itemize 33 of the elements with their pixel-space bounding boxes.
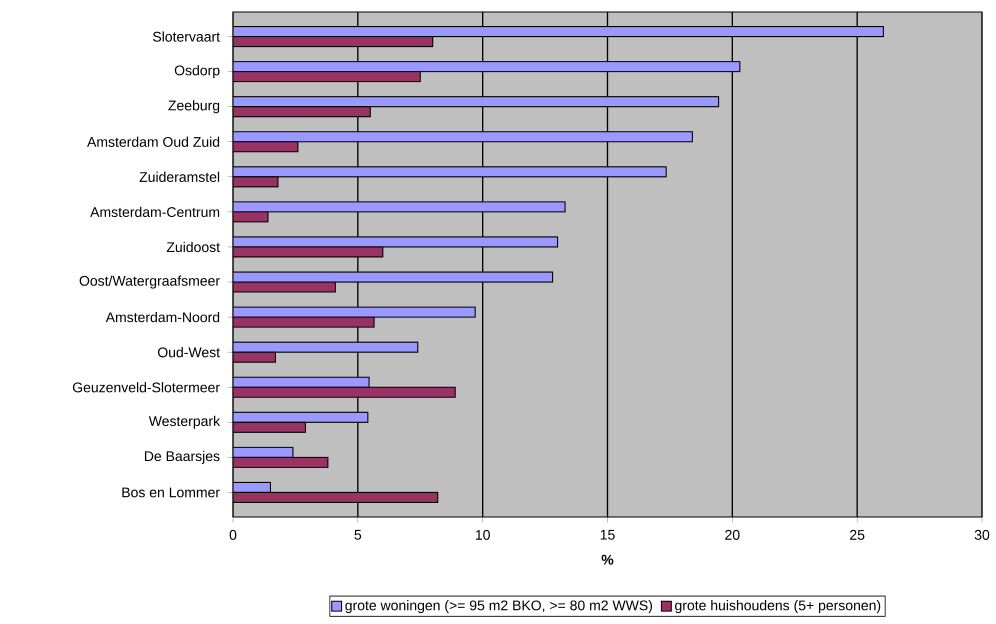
y-tick-label: Amsterdam Oud Zuid [87, 136, 220, 147]
y-tick-label: Zuideramstel [140, 172, 220, 182]
y-tick-label: Zeeburg [168, 100, 220, 114]
y-tick-label: De Baarsjes [144, 450, 220, 464]
bar [233, 201, 566, 212]
y-tick-label: Geuzenveld-Slotermeer [72, 382, 220, 392]
y-tick-label: Osdorp [174, 65, 220, 78]
y-tick-label: Slotervaart [153, 31, 220, 42]
y-tick-label: Oost/Watergraafsmeer [80, 276, 220, 289]
x-tick-label: 0 [230, 530, 236, 540]
y-tick-label: Oud-West [158, 347, 220, 358]
x-tick-label: 10 [476, 530, 490, 540]
y-tick-label: Westerpark [148, 416, 220, 429]
y-tick-label: Zuidoost [166, 242, 220, 252]
bar [233, 61, 740, 72]
bar [233, 306, 476, 318]
legend-label: grote huishoudens (5+ personen) [675, 600, 880, 614]
x-tick-label: 15 [600, 530, 615, 540]
bar [233, 166, 667, 178]
x-axis-title: % [602, 554, 614, 565]
y-tick-label: Amsterdam-Centrum [90, 206, 220, 218]
bar [233, 26, 884, 38]
legend-label: grote woningen (>= 95 m2 BKO, >= 80 m2 WWS) [345, 600, 652, 614]
y-tick-label: Amsterdam-Noord [106, 312, 220, 322]
bar [233, 96, 720, 108]
bar [233, 271, 554, 283]
x-tick-label: 30 [974, 530, 990, 540]
x-tick-label: 25 [850, 530, 864, 540]
y-tick-label: Bos en Lommer [122, 488, 220, 498]
bar [233, 246, 384, 258]
x-tick-label: 5 [354, 530, 362, 540]
x-tick-label: 20 [725, 530, 740, 540]
bar [233, 236, 558, 248]
